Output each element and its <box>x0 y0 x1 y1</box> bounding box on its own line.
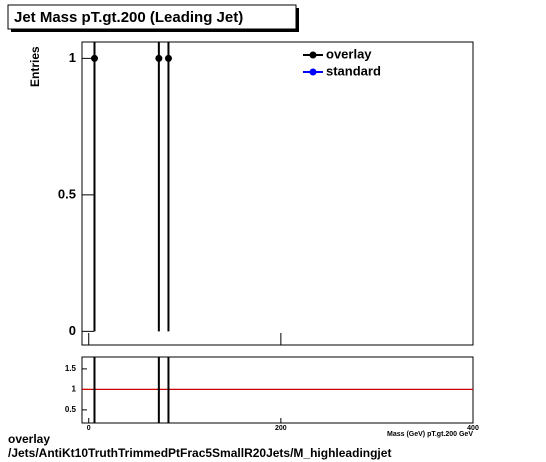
footer-line: /Jets/AntiKt10TruthTrimmedPtFrac5SmallR2… <box>8 446 391 460</box>
y-tick-label: 0.5 <box>65 405 77 414</box>
plot-frame <box>81 41 474 346</box>
footer-line: overlay <box>8 432 50 446</box>
legend-label: overlay <box>326 46 372 61</box>
data-point <box>157 388 161 391</box>
data-point <box>155 54 163 62</box>
data-point <box>90 54 98 62</box>
y-tick-label: 0 <box>69 323 76 338</box>
x-axis-label: Mass (GeV) pT.gt.200 GeV <box>387 431 473 438</box>
x-tick-label: 400 <box>467 425 479 432</box>
title-box <box>7 4 297 30</box>
y-tick-label: 1 <box>69 50 76 65</box>
y-tick-label: 0.5 <box>58 186 76 201</box>
data-point <box>167 388 170 391</box>
y-axis-label: Entries <box>28 46 42 87</box>
legend-marker <box>309 68 317 76</box>
legend-marker <box>309 51 317 59</box>
chart-title: Jet Mass pT.gt.200 (Leading Jet) <box>14 9 243 26</box>
x-tick-label: 0 <box>87 425 91 432</box>
plot-frame <box>81 356 474 424</box>
plot-area <box>90 42 172 332</box>
y-tick-label: 1 <box>72 384 77 393</box>
legend-label: standard <box>326 63 381 78</box>
data-point <box>164 54 172 62</box>
x-tick-label: 200 <box>275 425 287 432</box>
y-tick-label: 1.5 <box>65 364 77 373</box>
plot-area <box>82 357 473 423</box>
data-point <box>93 388 96 391</box>
